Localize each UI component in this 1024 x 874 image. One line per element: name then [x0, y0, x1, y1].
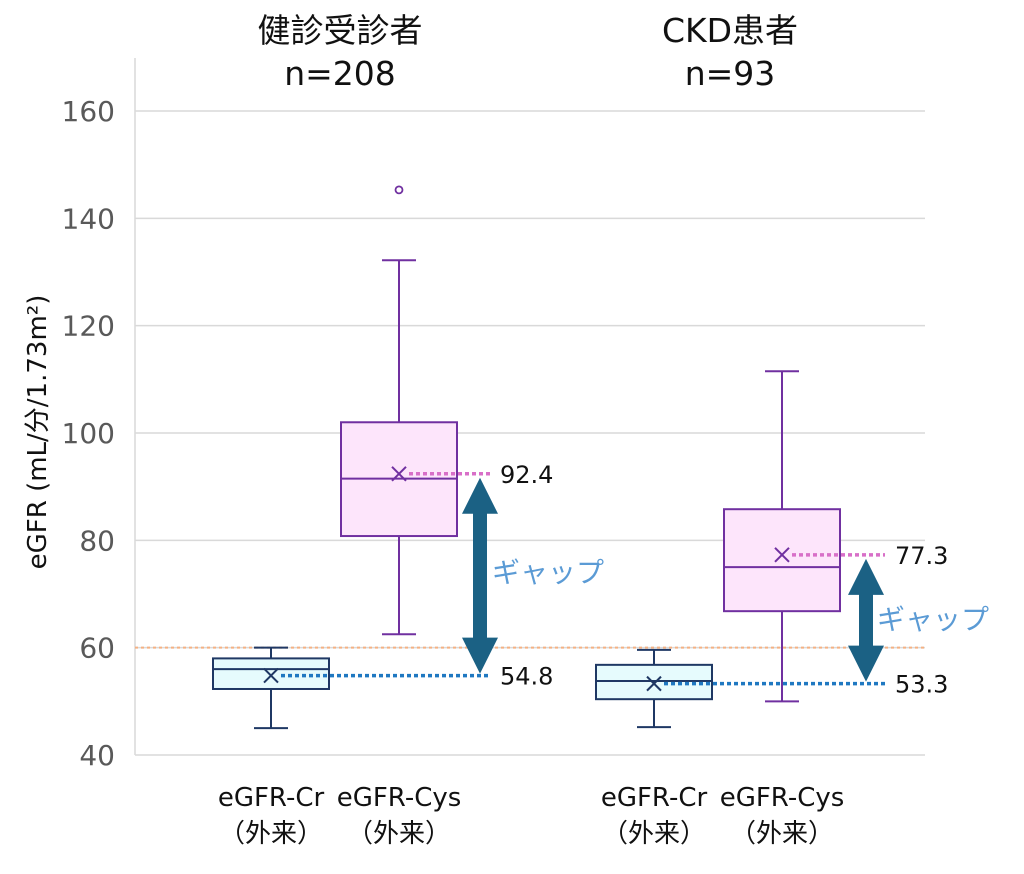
annotations — [281, 472, 885, 686]
category-sublabel: （外来） — [730, 819, 834, 849]
category-label: eGFR-Cr — [601, 783, 708, 813]
gap-arrow-icon — [462, 477, 498, 674]
group-n-label: n=93 — [685, 54, 776, 93]
text-labels: eGFR (mL/分/1.73m²) 健診受診者 n=208 eGFR-Cr （外来） e… — [23, 11, 989, 849]
boxes — [212, 185, 841, 730]
mean-value-label: 54.8 — [500, 663, 553, 691]
y-axis-ticks: 40 60 80 100 120 140 160 — [62, 95, 115, 772]
mean-value-label: 53.3 — [895, 671, 948, 699]
gap-label: ギャップ — [877, 603, 989, 636]
category-label: eGFR-Cys — [720, 783, 845, 813]
y-tick-label: 120 — [62, 310, 115, 343]
group-title: 健診受診者 — [258, 11, 423, 50]
category-sublabel: （外来） — [602, 819, 706, 849]
y-tick-label: 80 — [79, 524, 115, 557]
y-tick-label: 40 — [79, 739, 115, 772]
box-iqr — [212, 657, 330, 690]
y-tick-label: 140 — [62, 202, 115, 235]
mean-marker — [263, 667, 279, 684]
category-sublabel: （外来） — [219, 819, 323, 849]
y-tick-label: 60 — [79, 632, 115, 665]
mean-marker — [646, 675, 662, 692]
mean-value-label: 92.4 — [500, 461, 553, 489]
gap-arrow-icon — [848, 558, 884, 682]
category-label: eGFR-Cys — [337, 783, 462, 813]
y-tick-label: 100 — [62, 417, 115, 450]
gap-label: ギャップ — [492, 556, 604, 589]
mean-value-label: 77.3 — [895, 542, 948, 570]
outlier-point — [394, 185, 404, 195]
gridlines — [134, 58, 925, 756]
mean-marker — [774, 547, 790, 563]
category-label: eGFR-Cr — [218, 783, 325, 813]
y-tick-label: 160 — [62, 95, 115, 128]
y-axis-label: eGFR (mL/分/1.73m²) — [23, 295, 53, 570]
mean-marker — [391, 466, 407, 482]
category-sublabel: （外来） — [347, 819, 451, 849]
group-title: CKD患者 — [662, 11, 798, 50]
group-n-label: n=208 — [284, 54, 396, 93]
box-iqr — [723, 508, 841, 613]
